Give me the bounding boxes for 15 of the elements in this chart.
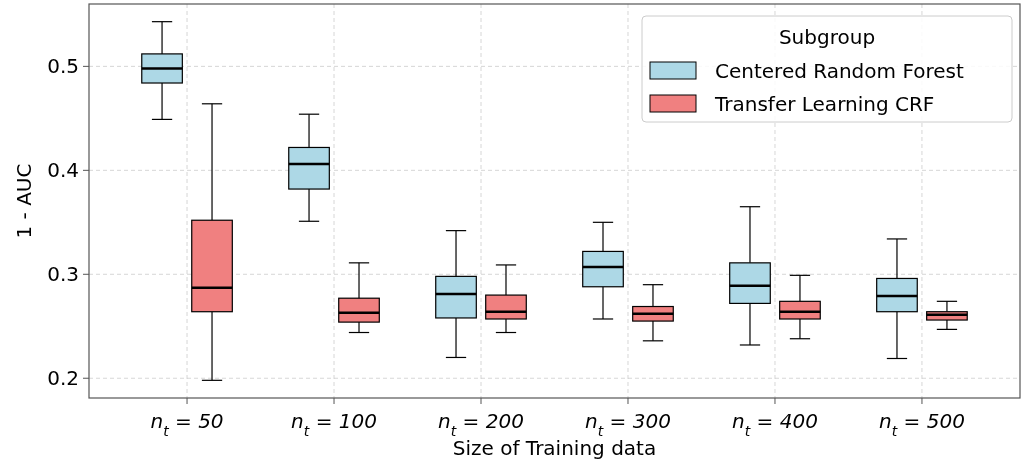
y-tick-label: 0.5 (47, 54, 79, 79)
legend-label: Centered Random Forest (715, 59, 964, 83)
x-tick-label: n$_{t}$ = 300 (585, 409, 671, 439)
x-tick-label: n$_{t}$ = 50 (150, 409, 224, 439)
y-tick-label: 0.4 (47, 158, 79, 183)
x-tick-label: n$_{t}$ = 400 (732, 409, 818, 439)
y-tick-label: 0.3 (47, 262, 79, 287)
x-tick-label: n$_{t}$ = 500 (879, 409, 965, 439)
y-tick-label: 0.2 (47, 366, 79, 391)
x-tick-label: n$_{t}$ = 200 (438, 409, 524, 439)
legend-label: Transfer Learning CRF (714, 92, 935, 116)
y-axis-title: 1 - AUC (12, 163, 36, 239)
x-axis-title: Size of Training data (452, 436, 657, 460)
legend-title: Subgroup (778, 25, 876, 49)
x-tick-label: n$_{t}$ = 100 (291, 409, 377, 439)
